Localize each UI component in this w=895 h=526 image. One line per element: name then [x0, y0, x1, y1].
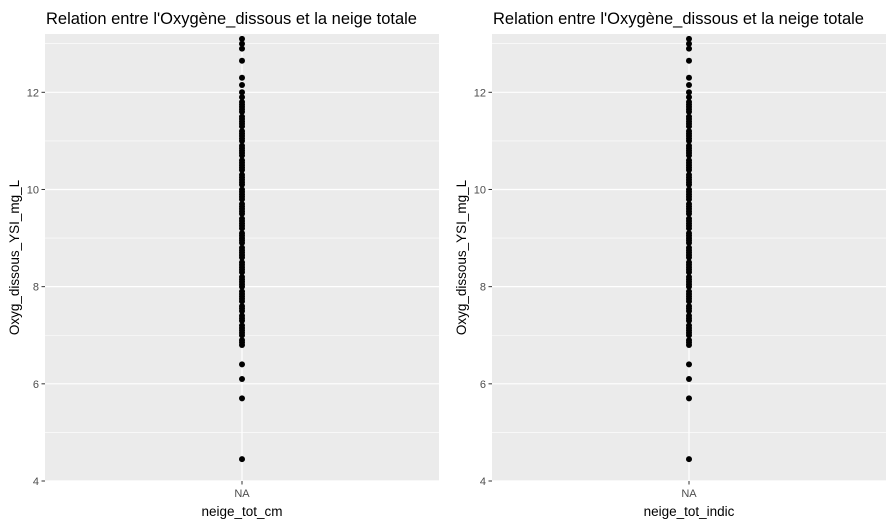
x-axis-title: neige_tot_indic: [644, 504, 735, 519]
data-point: [239, 201, 245, 208]
data-point: [239, 322, 245, 329]
data-point: [686, 303, 692, 310]
data-point: [686, 244, 692, 251]
data-point: [239, 113, 245, 120]
data-point: [686, 337, 692, 344]
data-point: [239, 74, 245, 81]
data-point: [686, 361, 692, 368]
data-point: [239, 361, 245, 368]
data-point: [239, 337, 245, 344]
y-axis-title: Oxyg_dissous_YSI_mg_L: [454, 179, 469, 335]
data-point: [239, 89, 245, 96]
data-point: [239, 57, 245, 64]
y-axis-title: Oxyg_dissous_YSI_mg_L: [7, 179, 22, 335]
data-point: [686, 273, 692, 280]
chart-title: Relation entre l'Oxygène_dissous et la n…: [493, 10, 864, 28]
y-tick-label: 6: [33, 379, 39, 391]
data-point: [239, 171, 245, 178]
data-point: [239, 312, 245, 319]
data-point: [239, 259, 245, 266]
y-tick-label: 12: [27, 87, 39, 99]
data-point: [239, 395, 245, 402]
scatter-chart-left: 4 6 8 10 12 NA Relation entre l'Oxygène_dissou…: [7, 10, 439, 519]
data-point: [239, 456, 245, 463]
y-tick-label: 4: [33, 476, 39, 488]
data-point: [686, 230, 692, 237]
x-axis-title: neige_tot_cm: [201, 504, 282, 519]
y-tick-label: 10: [474, 184, 486, 196]
y-tick-label: 6: [480, 379, 486, 391]
y-tick-label: 8: [33, 282, 39, 294]
data-point: [686, 113, 692, 120]
data-point: [686, 57, 692, 64]
data-point: [686, 171, 692, 178]
data-point: [686, 312, 692, 319]
chart-panel-left: 4 6 8 10 12 NA Relation entre l'Oxygène_dissou…: [7, 10, 439, 519]
y-tick-label: 8: [480, 282, 486, 294]
data-point: [686, 89, 692, 96]
data-point: [239, 157, 245, 164]
data-point: [686, 99, 692, 106]
chart-panel-right: 4 6 8 10 12 NA Relation entre l'Oxygène_dissou…: [447, 0, 895, 526]
data-point: [686, 74, 692, 81]
data-point: [686, 456, 692, 463]
y-tick-label: 12: [474, 87, 486, 99]
data-point: [239, 45, 245, 52]
data-point: [239, 94, 245, 101]
data-point: [239, 230, 245, 237]
data-point: [239, 244, 245, 251]
data-point: [686, 259, 692, 266]
data-point: [686, 45, 692, 52]
data-point: [239, 288, 245, 295]
data-point: [686, 35, 692, 42]
data-point: [239, 40, 245, 47]
data-point: [239, 303, 245, 310]
data-point: [239, 142, 245, 149]
data-point: [239, 35, 245, 42]
data-point: [686, 201, 692, 208]
data-point: [239, 215, 245, 222]
data-point: [239, 128, 245, 135]
data-point: [686, 322, 692, 329]
data-point: [686, 40, 692, 47]
y-tick-label: 4: [480, 476, 486, 488]
data-point: [239, 82, 245, 89]
x-tick-label: NA: [234, 488, 250, 500]
data-point: [686, 157, 692, 164]
scatter-chart-right: 4 6 8 10 12 NA Relation entre l'Oxygène_dissou…: [454, 10, 886, 519]
data-point: [686, 288, 692, 295]
data-point: [686, 186, 692, 193]
y-tick-label: 10: [27, 184, 39, 196]
data-point: [686, 215, 692, 222]
data-point: [239, 375, 245, 382]
data-point: [686, 128, 692, 135]
chart-title: Relation entre l'Oxygène_dissous et la n…: [46, 10, 417, 28]
data-point: [686, 82, 692, 89]
data-point: [686, 94, 692, 101]
data-point: [686, 142, 692, 149]
data-point: [239, 186, 245, 193]
x-tick-label: NA: [681, 488, 697, 500]
data-point: [686, 395, 692, 402]
data-point: [239, 99, 245, 106]
data-point: [239, 273, 245, 280]
data-point: [686, 375, 692, 382]
